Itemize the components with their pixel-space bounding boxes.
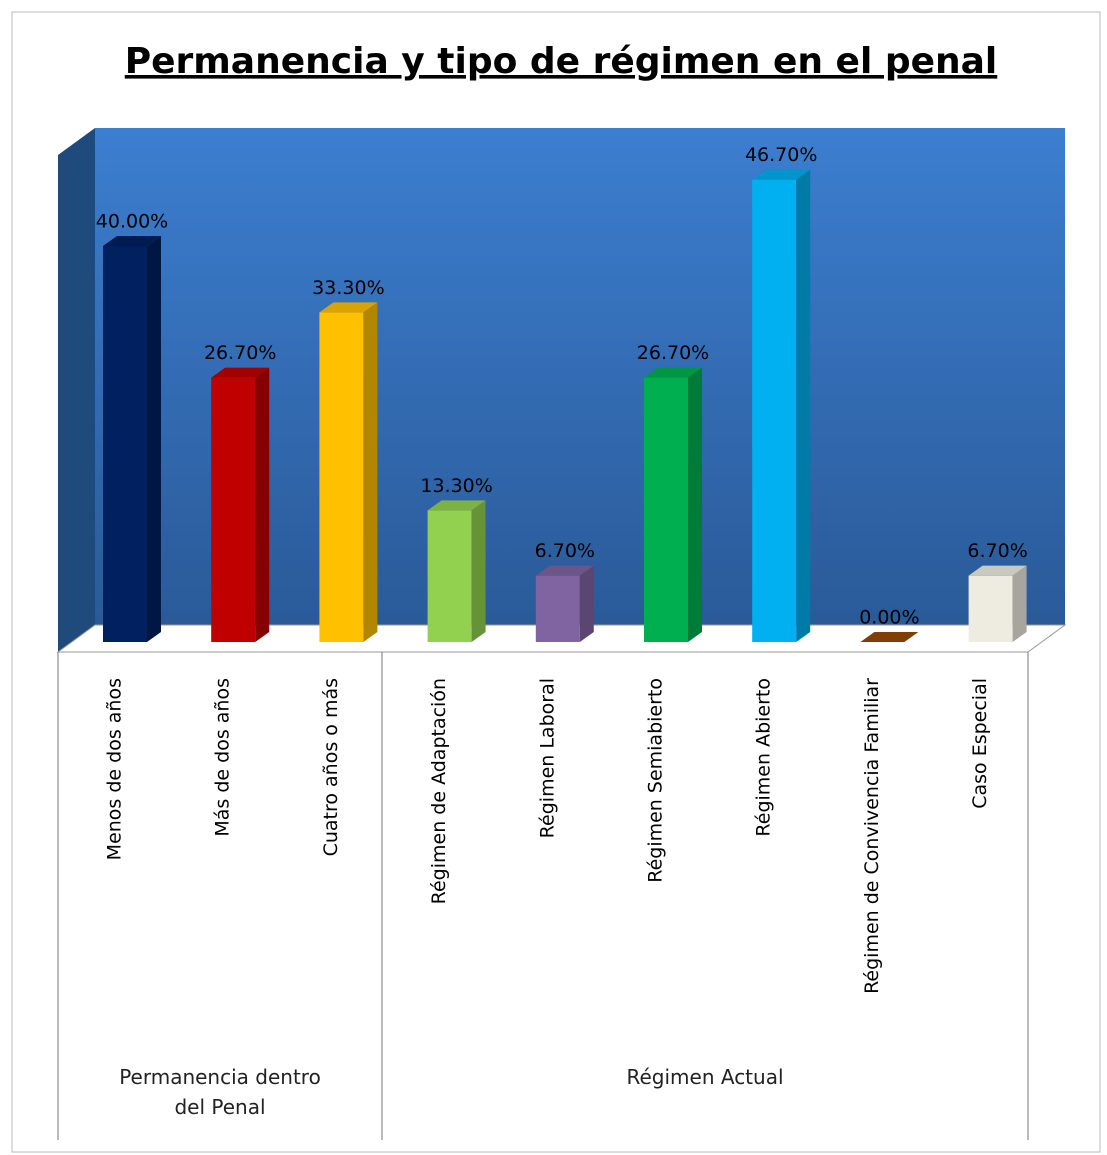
- bar-top: [103, 236, 161, 246]
- bar-front: [427, 510, 472, 642]
- value-label: 26.70%: [637, 342, 709, 364]
- bar-front: [752, 179, 797, 643]
- bar-front: [211, 377, 256, 642]
- x-tick-label: Régimen Semiabierto: [645, 678, 667, 883]
- bar-side: [688, 367, 702, 642]
- value-label: 40.00%: [96, 211, 168, 233]
- bar-front: [103, 246, 147, 642]
- group-label: Régimen Actual: [626, 1065, 784, 1089]
- bar-top: [535, 565, 594, 576]
- bar-top: [752, 169, 811, 180]
- bar-side: [255, 367, 270, 642]
- value-label: 33.30%: [312, 277, 384, 299]
- bar: [644, 367, 702, 642]
- bar-top: [644, 367, 702, 378]
- group-label-box: Régimen Actual: [626, 1065, 784, 1089]
- x-tick-label: Cuatro años o más: [320, 678, 342, 856]
- bar-top: [427, 500, 486, 511]
- bar-side: [1012, 565, 1027, 642]
- bar: [860, 632, 919, 642]
- value-label: 13.30%: [420, 475, 492, 497]
- value-label: 0.00%: [859, 607, 919, 629]
- bar-front: [968, 575, 1013, 642]
- group-label: Permanencia dentro del Penal: [119, 1065, 321, 1119]
- x-tick-label: Menos de dos años: [104, 678, 126, 860]
- bar: [968, 565, 1027, 642]
- bar: [319, 302, 378, 642]
- value-label: 6.70%: [535, 540, 595, 562]
- bar-front: [319, 312, 364, 642]
- x-tick-label: Más de dos años: [212, 678, 234, 837]
- bar-top: [860, 632, 919, 642]
- bar: [211, 367, 270, 642]
- bar-side: [579, 565, 594, 642]
- bar-side: [471, 500, 486, 642]
- frame: [11, 11, 1101, 1153]
- bar-side: [796, 169, 811, 643]
- bar: [752, 169, 811, 643]
- bar-side: [147, 236, 161, 642]
- x-tick-label: Caso Especial: [969, 678, 991, 809]
- side-wall: [58, 128, 95, 652]
- chart-title: Permanencia y tipo de régimen en el pena…: [125, 41, 998, 82]
- bar-top: [211, 367, 270, 378]
- group-label-box: Permanencia dentro del Penal: [119, 1065, 321, 1119]
- bar-front: [535, 575, 580, 642]
- bar-top: [968, 565, 1027, 576]
- x-tick-label: Régimen Abierto: [753, 678, 775, 837]
- bar: [427, 500, 486, 642]
- bar-top: [319, 302, 378, 313]
- bar: [535, 565, 594, 642]
- value-label: 46.70%: [745, 144, 817, 166]
- bar-side: [363, 302, 378, 642]
- value-label: 6.70%: [967, 540, 1027, 562]
- bar: [103, 236, 161, 642]
- value-label: 26.70%: [204, 342, 276, 364]
- bar-front: [644, 377, 688, 642]
- x-tick-label: Régimen de Convivencia Familiar: [861, 678, 883, 994]
- x-tick-label: Régimen Laboral: [536, 678, 558, 838]
- x-tick-label: Régimen de Adaptación: [428, 678, 450, 904]
